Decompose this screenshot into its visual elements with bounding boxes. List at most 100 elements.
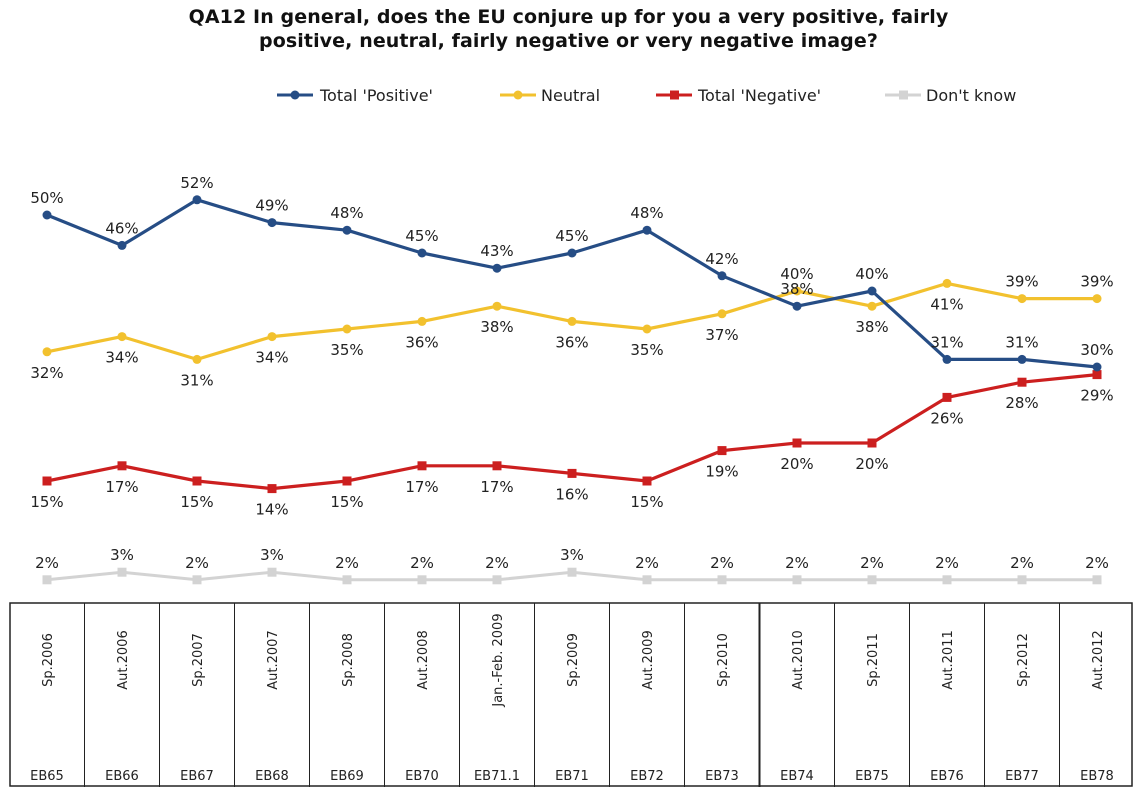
data-point [717,575,727,585]
data-point [1017,354,1027,364]
data-point [942,392,952,402]
category-label: Sp.2008 [341,633,356,687]
category-label: Aut.2008 [416,630,431,689]
category-label: Sp.2011 [866,633,881,687]
category-label: Sp.2007 [191,633,206,687]
data-point [942,575,952,585]
data-point [792,438,802,448]
data-label: 3% [110,546,134,564]
data-point [867,575,877,585]
legend-label: Total 'Negative' [697,86,821,105]
data-label: 45% [555,227,588,245]
data-label: 2% [185,554,209,572]
data-point [117,461,127,471]
data-label: 17% [405,478,438,496]
survey-code: EB67 [180,769,214,784]
data-label: 2% [860,554,884,572]
data-label: 42% [705,250,738,268]
data-point [717,446,727,456]
data-label: 31% [180,371,213,389]
data-label: 2% [410,554,434,572]
data-point [642,575,652,585]
data-label: 17% [105,478,138,496]
category-label: Aut.2011 [941,630,956,689]
data-point [1092,575,1102,585]
data-point [1017,377,1027,387]
data-label: 16% [555,485,588,503]
data-label: 37% [705,326,738,344]
legend-item: Neutral [500,86,600,105]
data-label: 30% [1080,341,1113,359]
data-point [867,286,877,296]
data-label: 36% [405,333,438,351]
category-label: Sp.2006 [41,633,56,687]
data-point [867,301,877,311]
data-label: 17% [480,478,513,496]
data-label: 31% [930,333,963,351]
survey-code: EB68 [255,769,289,784]
data-point [342,225,352,235]
data-point [492,263,502,273]
data-label: 46% [105,219,138,237]
legend-item: Don't know [885,86,1016,105]
category-label: Aut.2012 [1091,630,1106,689]
category-label: Sp.2009 [566,633,581,687]
data-point [867,438,877,448]
data-point [117,332,127,342]
data-label: 15% [330,493,363,511]
data-point [42,347,52,357]
data-point [192,195,202,205]
category-label: Aut.2007 [266,630,281,689]
data-point [192,354,202,364]
data-label: 28% [1005,394,1038,412]
data-label: 2% [35,554,59,572]
data-label: 39% [1005,273,1038,291]
survey-code: EB76 [930,769,964,784]
data-label: 48% [330,204,363,222]
legend-label: Neutral [541,86,600,105]
data-point [642,476,652,486]
data-point [717,271,727,281]
data-label: 38% [780,280,813,298]
data-label: 2% [710,554,734,572]
survey-code: EB70 [405,769,439,784]
data-point [42,476,52,486]
data-point [792,286,802,296]
data-label: 40% [780,265,813,283]
data-label: 34% [255,349,288,367]
legend-label: Total 'Positive' [319,86,433,105]
data-label: 2% [335,554,359,572]
data-label: 31% [1005,333,1038,351]
data-point [117,240,127,250]
data-label: 2% [935,554,959,572]
chart-title-line-1: QA12 In general, does the EU conjure up … [188,6,949,28]
data-label: 39% [1080,273,1113,291]
data-point [717,309,727,319]
legend-marker [899,90,908,100]
data-point [1092,370,1102,380]
data-label: 40% [855,265,888,283]
data-label: 36% [555,333,588,351]
data-point [42,575,52,585]
data-label: 38% [855,318,888,336]
data-point [1017,294,1027,304]
category-label: Aut.2010 [791,630,806,689]
data-label: 50% [30,189,63,207]
survey-code: EB65 [30,769,64,784]
data-point [492,575,502,585]
data-point [942,354,952,364]
data-point [342,324,352,334]
data-point [792,301,802,311]
data-label: 26% [930,409,963,427]
data-label: 52% [180,174,213,192]
data-label: 43% [480,242,513,260]
data-label: 15% [630,493,663,511]
data-point [267,218,277,228]
data-label: 14% [255,501,288,519]
table-border [9,602,1133,787]
data-point [492,301,502,311]
data-point [417,316,427,326]
data-label: 41% [930,295,963,313]
